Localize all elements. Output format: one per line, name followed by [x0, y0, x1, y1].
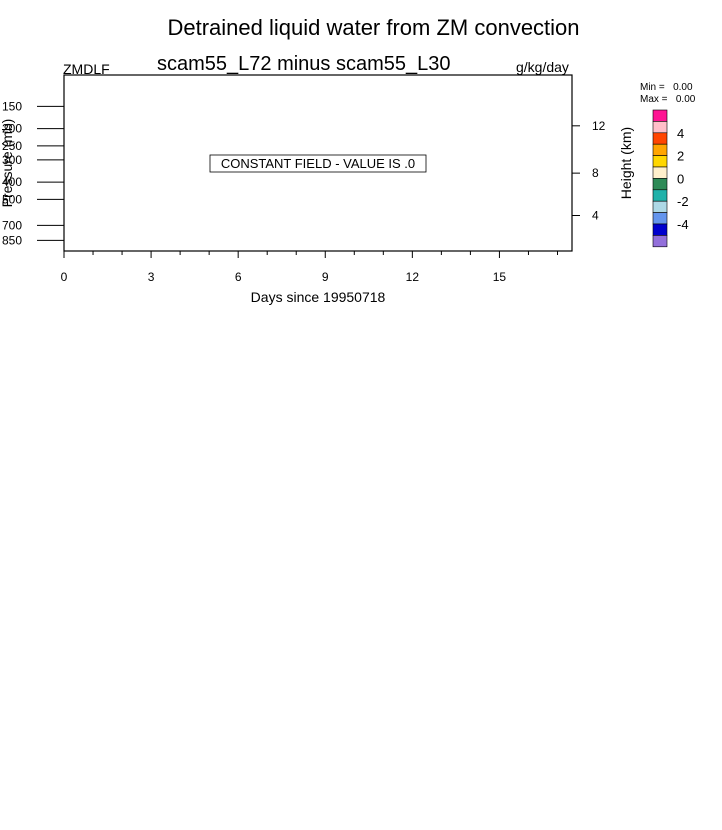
y-tick-label: 250: [2, 139, 22, 153]
y2-axis-label: Height (km): [618, 127, 634, 199]
y-tick-label: 300: [2, 153, 22, 167]
plot-frame: [63, 74, 573, 252]
colorbar-label: 0: [677, 171, 684, 186]
x-axis: 0 3 6 9 12 15: [61, 251, 558, 284]
min-label: Min =: [640, 82, 665, 93]
colorbar-swatch: [652, 178, 668, 191]
colorbar-swatch: [652, 166, 668, 179]
max-label: Max =: [640, 94, 668, 105]
colorbar-swatch: [652, 143, 668, 156]
colorbar-swatch: [652, 109, 668, 122]
min-max-stats: Min = 0.00 Max = 0.00: [640, 82, 695, 106]
y-tick-label: 500: [2, 192, 22, 206]
colorbar-label: -2: [677, 194, 689, 209]
colorbar-label: 2: [677, 149, 684, 164]
colorbar-swatch: [652, 235, 668, 248]
colorbar-swatch: [652, 212, 668, 225]
colorbar-swatch: [652, 189, 668, 202]
message-text: CONSTANT FIELD - VALUE IS .0: [221, 156, 415, 171]
x-tick-label: 15: [493, 270, 507, 284]
y-tick-label: 700: [2, 218, 22, 232]
min-value: 0.00: [673, 82, 693, 93]
colorbar-swatch: [652, 200, 668, 213]
max-value: 0.00: [675, 94, 696, 105]
y2-tick-label: 12: [592, 119, 606, 133]
y-axis-right: 12 8 4: [572, 119, 606, 223]
y-tick-label: 150: [2, 99, 22, 113]
x-tick-label: 6: [235, 270, 242, 284]
units-label: g/kg/day: [516, 59, 569, 75]
x-axis-label: Days since 19950718: [251, 289, 386, 305]
colorbar-label: -4: [677, 217, 689, 232]
x-tick-label: 3: [148, 270, 155, 284]
colorbar-label: 4: [677, 126, 684, 141]
colorbar: 4 2 0 -2 -4: [652, 109, 689, 248]
y2-tick-label: 4: [592, 209, 599, 223]
colorbar-swatch: [652, 132, 668, 145]
x-tick-label: 12: [406, 270, 420, 284]
x-tick-label: 9: [322, 270, 329, 284]
chart-subtitle: scam55_L72 minus scam55_L30: [157, 53, 451, 75]
y2-tick-label: 8: [592, 166, 599, 180]
constant-field-message: CONSTANT FIELD - VALUE IS .0: [209, 154, 427, 173]
y-tick-label: 850: [2, 233, 22, 247]
y-axis-label: Pressure (mb): [0, 119, 15, 208]
y-tick-label: 400: [2, 175, 22, 189]
colorbar-swatch: [652, 223, 668, 236]
colorbar-swatch: [652, 155, 668, 168]
y-tick-label: 200: [2, 122, 22, 136]
chart-title: Detrained liquid water from ZM convectio…: [167, 15, 580, 40]
variable-name: ZMDLF: [63, 61, 110, 77]
colorbar-swatch: [652, 121, 668, 134]
message-box: [209, 154, 427, 173]
x-tick-label: 0: [61, 270, 68, 284]
